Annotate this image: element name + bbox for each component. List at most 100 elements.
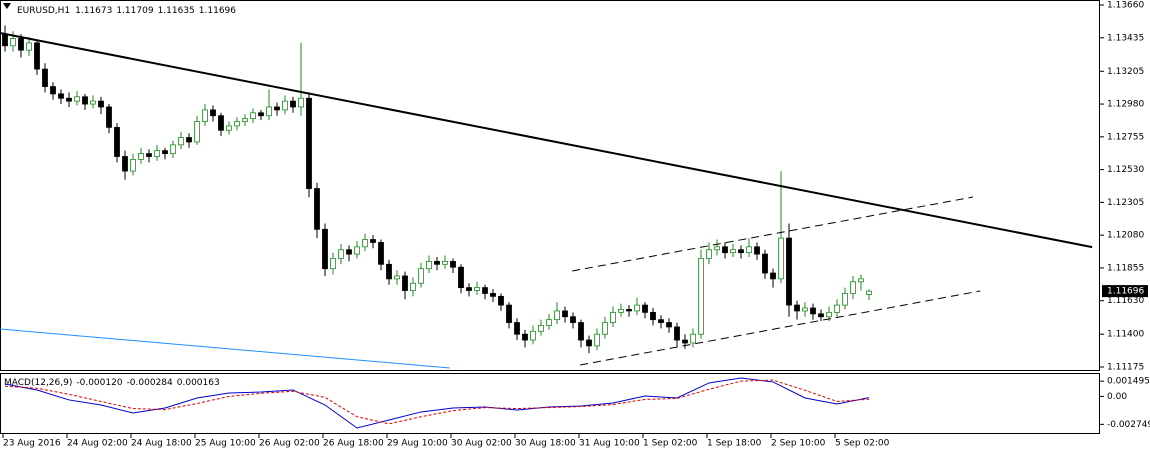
candle-body bbox=[634, 304, 640, 312]
candle-body bbox=[386, 263, 392, 280]
candle-body bbox=[778, 237, 784, 280]
menu-arrow bbox=[3, 3, 11, 9]
candle-body bbox=[770, 272, 776, 280]
chart-header: EURUSD,H1 1.11673 1.11709 1.11635 1.11696 bbox=[17, 6, 236, 16]
candle-body bbox=[658, 319, 664, 323]
macd-readout: 0.000163 bbox=[177, 378, 220, 388]
candle-body bbox=[826, 311, 832, 318]
candle-body bbox=[602, 322, 608, 335]
candle-body bbox=[850, 281, 856, 294]
x-tick-label: 29 Aug 10:00 bbox=[387, 439, 448, 449]
candle-body bbox=[666, 322, 672, 328]
trend-line bbox=[0, 31, 1093, 249]
candle-body bbox=[306, 97, 312, 189]
candle-body bbox=[866, 290, 872, 295]
y-tick-label: 1.12530 bbox=[1107, 165, 1144, 175]
candle-body bbox=[202, 109, 208, 122]
candle-body bbox=[194, 121, 200, 143]
candle-body bbox=[594, 333, 600, 347]
candle-body bbox=[698, 258, 704, 335]
y-tick-label: 1.12305 bbox=[1107, 198, 1144, 208]
x-tick-label: 30 Aug 02:00 bbox=[451, 439, 512, 449]
candle-body bbox=[754, 246, 760, 255]
candle-body bbox=[714, 246, 720, 251]
candle-body bbox=[490, 293, 496, 297]
macd-readout: -0.000120 bbox=[76, 378, 122, 388]
macd-line bbox=[4, 377, 870, 429]
candle-body bbox=[258, 112, 264, 117]
price-label-bg bbox=[1102, 285, 1148, 298]
candle-body bbox=[330, 258, 336, 270]
candle-body bbox=[58, 93, 64, 99]
candle-body bbox=[794, 304, 800, 312]
candle-body bbox=[74, 96, 80, 102]
y-tick-label: 1.12980 bbox=[1107, 100, 1144, 110]
candle-body bbox=[450, 260, 456, 268]
candle-body bbox=[802, 307, 808, 312]
candle-body bbox=[82, 96, 88, 105]
candle-body bbox=[90, 100, 96, 105]
candle-body bbox=[122, 156, 128, 172]
candle-body bbox=[722, 246, 728, 254]
candle-body bbox=[170, 144, 176, 154]
candle-body bbox=[810, 307, 816, 315]
candle-body bbox=[554, 310, 560, 321]
candle-body bbox=[514, 322, 520, 335]
candle-body bbox=[114, 126, 120, 157]
candle-body bbox=[18, 38, 24, 51]
main-panel bbox=[0, 0, 1100, 371]
candle-body bbox=[650, 311, 656, 321]
candle-body bbox=[418, 268, 424, 284]
x-tick-label: 24 Aug 18:00 bbox=[131, 439, 192, 449]
macd-line bbox=[4, 379, 870, 425]
candle-body bbox=[426, 260, 432, 270]
candle-body bbox=[610, 311, 616, 323]
candle-body bbox=[578, 322, 584, 341]
candle-body bbox=[506, 304, 512, 323]
trend-line bbox=[572, 196, 974, 272]
candle-body bbox=[298, 97, 304, 108]
candle-body bbox=[322, 228, 328, 270]
x-tick-label: 5 Sep 02:00 bbox=[835, 439, 890, 449]
candle-body bbox=[378, 242, 384, 265]
candle-body bbox=[362, 239, 368, 248]
candle-body bbox=[50, 86, 56, 95]
macd-panel bbox=[0, 373, 1100, 434]
candle-body bbox=[34, 42, 40, 70]
y-tick-label: 1.11855 bbox=[1107, 263, 1144, 273]
candle-body bbox=[98, 100, 104, 108]
x-tick-label: 25 Aug 10:00 bbox=[195, 439, 256, 449]
candle-body bbox=[442, 260, 448, 265]
price-label: 1.11696 bbox=[1107, 287, 1144, 297]
macd-title: MACD(12,26,9) bbox=[4, 378, 72, 388]
candle-body bbox=[266, 106, 272, 117]
x-tick-label: 30 Aug 18:00 bbox=[515, 439, 576, 449]
y-tick-label: 1.13205 bbox=[1107, 67, 1144, 77]
candle-body bbox=[762, 253, 768, 274]
candle-body bbox=[154, 150, 160, 157]
high-readout: 1.11709 bbox=[116, 6, 153, 16]
candle-body bbox=[522, 333, 528, 341]
candle-body bbox=[282, 100, 288, 111]
candle-body bbox=[642, 304, 648, 313]
candle-body bbox=[274, 106, 280, 111]
candle-body bbox=[746, 246, 752, 254]
x-tick-label: 1 Sep 02:00 bbox=[643, 439, 698, 449]
y-tick-label: 1.11175 bbox=[1107, 363, 1144, 373]
candle-body bbox=[738, 249, 744, 254]
candle-body bbox=[2, 33, 8, 47]
candle-body bbox=[530, 330, 536, 341]
candle-body bbox=[394, 275, 400, 280]
open-readout: 1.11673 bbox=[75, 6, 112, 16]
candle-body bbox=[834, 304, 840, 313]
candle-body bbox=[706, 249, 712, 259]
candle-body bbox=[586, 339, 592, 347]
candle-body bbox=[130, 159, 136, 172]
candle-body bbox=[458, 266, 464, 289]
y-tick-label: 1.12080 bbox=[1107, 231, 1144, 241]
candle-body bbox=[370, 239, 376, 243]
x-tick-label: 2 Sep 10:00 bbox=[771, 439, 826, 449]
candle-body bbox=[474, 287, 480, 291]
candle-body bbox=[466, 287, 472, 291]
